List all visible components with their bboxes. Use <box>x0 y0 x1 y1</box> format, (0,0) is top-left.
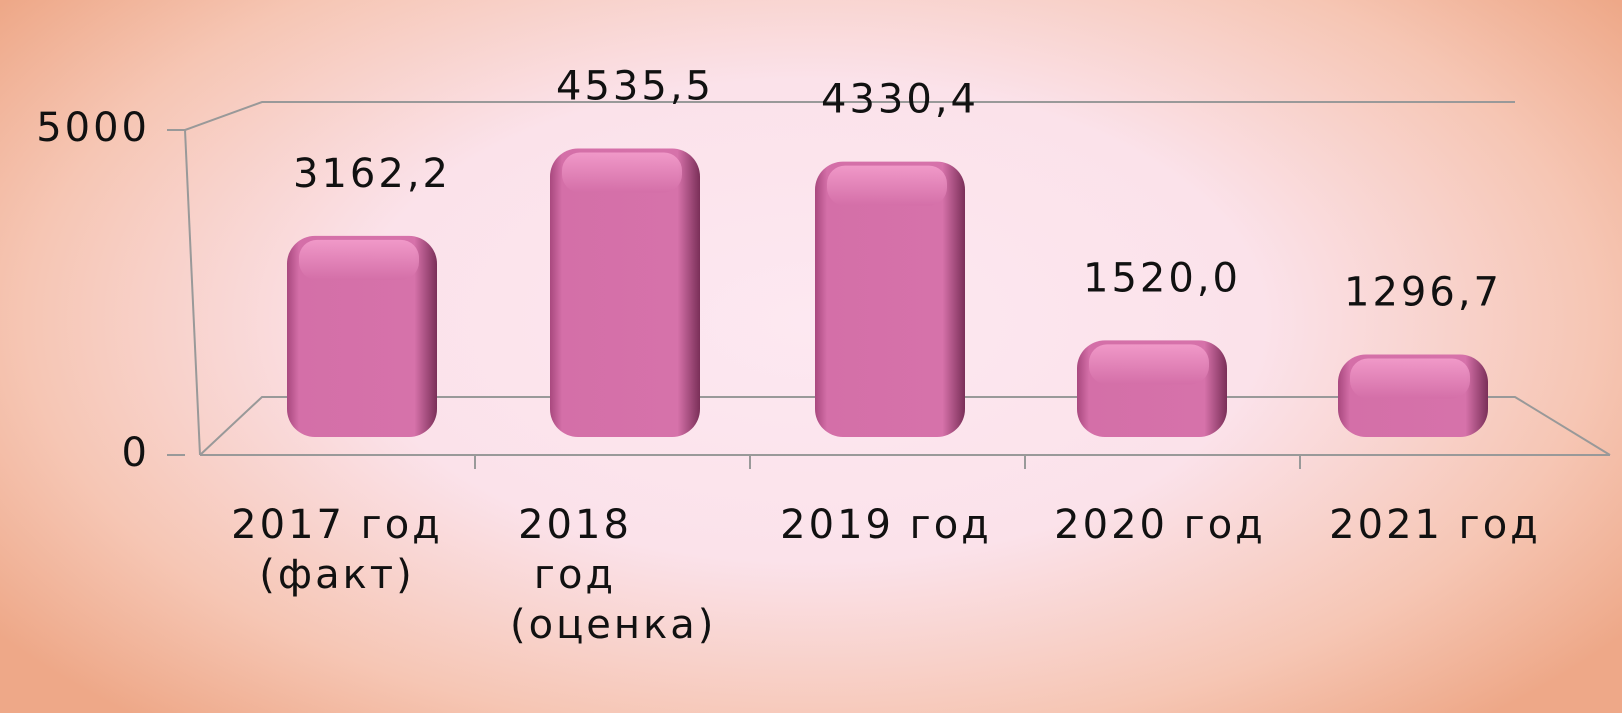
y-tick-label: 5000 <box>36 105 150 151</box>
bar <box>287 235 437 437</box>
x-tick-label: 2021 год <box>1329 502 1541 548</box>
bar-cap <box>562 152 682 193</box>
value-label: 4330,4 <box>821 77 979 123</box>
bar <box>1338 354 1488 437</box>
y-tick-label: 0 <box>122 430 150 476</box>
bar-cap <box>1089 344 1209 385</box>
grid-line <box>184 101 1515 131</box>
x-tick-label: 2019 год <box>780 502 992 548</box>
bar <box>815 161 965 438</box>
bar <box>550 148 700 437</box>
value-label: 4535,5 <box>556 64 714 110</box>
value-label: 3162,2 <box>293 151 451 197</box>
value-label: 1520,0 <box>1083 255 1241 301</box>
value-label: 1296,7 <box>1344 270 1502 316</box>
x-tick-label: 2018 год (оценка) <box>510 502 717 648</box>
bar <box>1077 340 1227 437</box>
bar-body <box>550 148 700 437</box>
x-tick-label: 2017 год (факт) <box>231 502 443 598</box>
bar-body <box>815 161 965 438</box>
bar-cap <box>299 239 419 280</box>
bar-body <box>287 235 437 437</box>
x-tick-label: 2020 год <box>1054 502 1266 548</box>
bar-cap <box>827 165 947 206</box>
y-axis <box>184 129 201 456</box>
bar-cap <box>1350 358 1470 399</box>
